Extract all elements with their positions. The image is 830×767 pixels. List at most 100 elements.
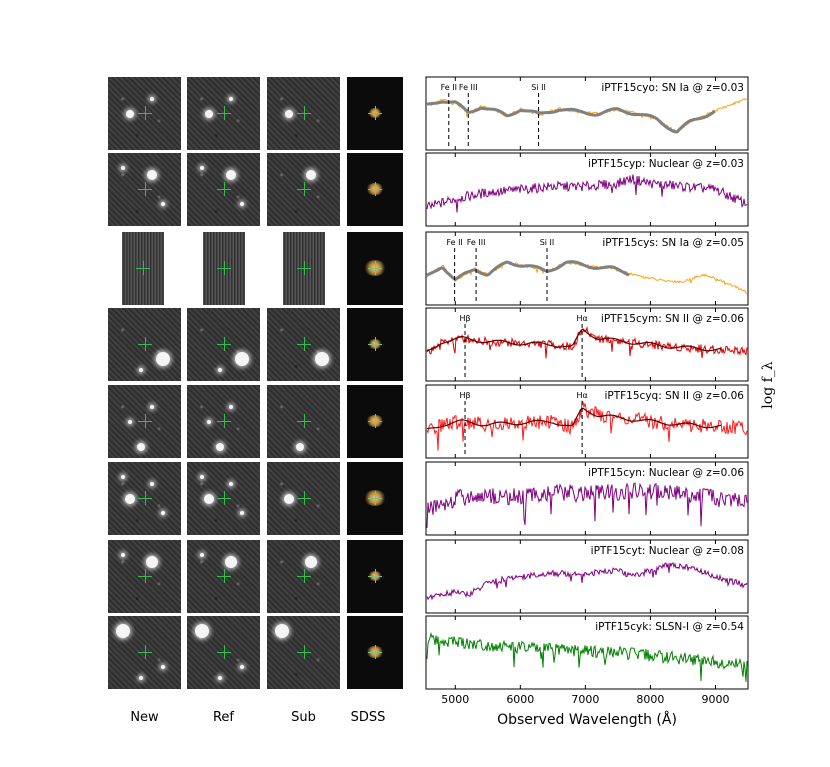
crosshair-v <box>223 569 225 583</box>
line-marker-label: Hβ <box>459 391 470 400</box>
crosshair-v <box>223 106 225 120</box>
thumb-new-row-5 <box>108 385 181 458</box>
thumb-new-row-7 <box>108 540 181 613</box>
crosshair-v <box>375 261 376 275</box>
thumb-ref-row-3 <box>203 232 245 305</box>
thumb-sub-row-4 <box>267 308 340 381</box>
source-blob <box>149 481 154 486</box>
source-blob <box>125 109 134 118</box>
line-marker-label: Si II <box>531 83 546 92</box>
source-blob <box>228 481 233 486</box>
crosshair-v <box>144 414 146 428</box>
template-line <box>426 260 630 282</box>
thumb-sdss-row-1 <box>347 77 403 150</box>
source-blob <box>284 109 293 118</box>
source-blob <box>228 96 233 101</box>
crosshair-v <box>375 106 376 120</box>
crosshair-v <box>144 337 146 351</box>
crosshair-v <box>375 569 376 583</box>
crosshair-v <box>144 645 146 659</box>
line-marker-label: Hα <box>576 314 587 323</box>
crosshair-v <box>375 414 376 428</box>
panel-frame <box>425 615 749 690</box>
source-blob <box>274 623 289 638</box>
crosshair-v <box>144 491 146 505</box>
crosshair-v <box>303 182 305 196</box>
thumb-sub-row-3 <box>283 232 325 305</box>
thumb-ref-row-5 <box>187 385 260 458</box>
source-blob <box>304 555 317 568</box>
thumb-new-row-3 <box>122 232 164 305</box>
crosshair-v <box>223 182 225 196</box>
thumb-sdss-row-5 <box>347 385 403 458</box>
thumb-ref-row-6 <box>187 462 260 535</box>
crosshair-v <box>223 414 225 428</box>
crosshair-v <box>224 261 225 275</box>
thumb-sub-row-8 <box>267 616 340 689</box>
thumb-sdss-row-8 <box>347 616 403 689</box>
thumb-new-row-6 <box>108 462 181 535</box>
template-line <box>426 328 722 352</box>
thumb-sub-row-5 <box>267 385 340 458</box>
template-line <box>426 100 716 134</box>
thumb-ref-row-4 <box>187 308 260 381</box>
crosshair-v <box>144 569 146 583</box>
source-blob <box>199 552 204 557</box>
column-label-sub: Sub <box>291 710 316 725</box>
crosshair-v <box>143 261 144 275</box>
source-blob <box>115 623 130 638</box>
source-blob <box>120 474 125 479</box>
source-blob <box>217 368 222 373</box>
source-blob <box>217 676 222 681</box>
source-blob <box>120 165 125 170</box>
line-marker-label: Fe II <box>441 83 457 92</box>
line-marker-label: Hβ <box>459 314 470 323</box>
crosshair-v <box>375 645 376 659</box>
column-label-new: New <box>130 710 159 725</box>
panel-label: iPTF15cyk: SLSN-I @ z=0.54 <box>595 621 744 633</box>
line-marker-label: Si II <box>540 238 555 247</box>
source-blob <box>283 493 294 504</box>
source-blob <box>228 404 233 409</box>
source-blob <box>239 665 244 670</box>
thumb-new-row-8 <box>108 616 181 689</box>
source-blob <box>305 169 316 180</box>
crosshair-v <box>375 182 376 196</box>
source-blob <box>160 665 165 670</box>
spectrum-line <box>426 631 748 682</box>
source-blob <box>215 443 224 452</box>
x-tick-label: 7000 <box>571 693 599 706</box>
source-blob <box>127 419 132 424</box>
panel-label: iPTF15cyp: Nuclear @ z=0.03 <box>588 158 744 170</box>
crosshair-v <box>303 337 305 351</box>
thumb-sdss-row-2 <box>347 153 403 226</box>
source-blob <box>145 555 158 568</box>
panel-label: iPTF15cym: SN II @ z=0.06 <box>601 313 744 325</box>
column-label-ref: Ref <box>212 710 235 725</box>
panel-label: iPTF15cys: SN Ia @ z=0.05 <box>602 237 744 249</box>
source-blob <box>204 109 213 118</box>
source-blob <box>124 493 135 504</box>
thumb-new-row-2 <box>108 153 181 226</box>
source-blob <box>199 165 204 170</box>
thumb-ref-row-2 <box>187 153 260 226</box>
thumb-ref-row-8 <box>187 616 260 689</box>
thumb-sub-row-7 <box>267 540 340 613</box>
thumb-new-row-1 <box>108 77 181 150</box>
y-axis-label: log f_λ <box>760 361 776 409</box>
thumb-ref-row-1 <box>187 77 260 150</box>
panel-frame <box>425 307 749 382</box>
source-blob <box>194 623 209 638</box>
source-blob <box>295 443 304 452</box>
x-tick-label: 8000 <box>636 693 664 706</box>
thumb-sub-row-2 <box>267 153 340 226</box>
spectrum-line <box>426 174 748 213</box>
column-label-sdss: SDSS <box>350 710 386 725</box>
source-blob <box>239 511 244 516</box>
thumb-ref-row-7 <box>187 540 260 613</box>
crosshair-v <box>144 106 146 120</box>
source-blob <box>224 555 237 568</box>
panel-label: iPTF15cyn: Nuclear @ z=0.06 <box>588 467 744 479</box>
crosshair-v <box>303 645 305 659</box>
line-marker-label: Fe II <box>446 238 462 247</box>
